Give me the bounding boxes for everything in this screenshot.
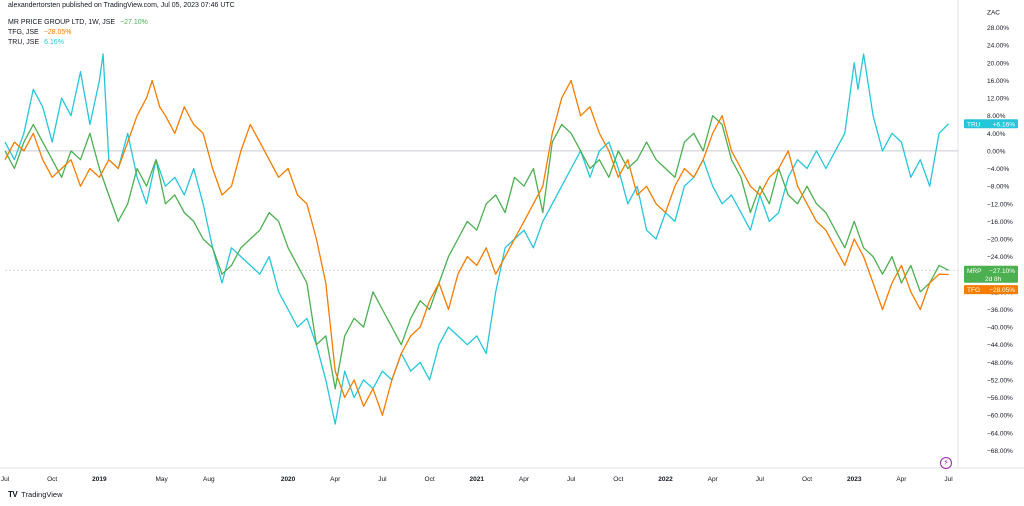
- footer: TV TradingView: [8, 490, 63, 499]
- y-tick-label: −40.00%: [987, 325, 1013, 332]
- x-tick-label: Apr: [519, 476, 530, 483]
- price-label-ticker: TRU: [967, 121, 981, 128]
- price-label-ticker: TFG: [967, 287, 980, 294]
- y-tick-label: −8.00%: [987, 184, 1009, 191]
- y-tick-label: 8.00%: [987, 113, 1006, 120]
- x-tick-label: May: [155, 476, 168, 483]
- series-line-mrp: [4, 115, 949, 390]
- y-tick-label: −4.00%: [987, 166, 1009, 173]
- tradingview-logo-icon: TV: [8, 490, 18, 499]
- x-tick-label: Apr: [708, 476, 719, 483]
- x-tick-label: 2021: [470, 476, 485, 483]
- legend-row-tru[interactable]: TRU, JSE 6.16%: [8, 38, 148, 48]
- legend-label-tru: TRU, JSE: [8, 39, 40, 46]
- y-tick-label: −12.00%: [987, 201, 1013, 208]
- y-tick-label: −68.00%: [987, 448, 1013, 455]
- footer-brand: TradingView: [21, 490, 63, 499]
- x-tick-label: Apr: [896, 476, 907, 483]
- x-tick-label: Jul: [567, 476, 576, 483]
- y-tick-label: 24.00%: [987, 43, 1009, 50]
- chart-legend: MR PRICE GROUP LTD, 1W, JSE −27.10% TFG,…: [8, 18, 148, 48]
- legend-row-tfg[interactable]: TFG, JSE −28.05%: [8, 28, 148, 38]
- price-label-ticker: MRP: [967, 268, 981, 275]
- y-tick-label: 20.00%: [987, 60, 1009, 67]
- y-tick-label: −52.00%: [987, 377, 1013, 384]
- y-tick-label: 28.00%: [987, 25, 1009, 32]
- x-tick-label: Jul: [944, 476, 953, 483]
- legend-label-mrp: MR PRICE GROUP LTD, 1W, JSE: [8, 19, 116, 26]
- legend-row-mrp[interactable]: MR PRICE GROUP LTD, 1W, JSE −27.10%: [8, 18, 148, 28]
- publisher-header: alexandertorsten published on TradingVie…: [8, 2, 235, 9]
- x-tick-label: Oct: [47, 476, 57, 483]
- price-chart[interactable]: ZAC 28.00% 24.00% 20.00% 16.00% 12.00% 8.00% 4.…: [0, 0, 1024, 490]
- x-tick-label: Jul: [378, 476, 387, 483]
- x-tick-label: Oct: [613, 476, 623, 483]
- x-tick-label: Oct: [802, 476, 812, 483]
- series-line-tru: [4, 53, 950, 425]
- y-tick-label: 4.00%: [987, 131, 1006, 138]
- series-line-tfg: [4, 79, 949, 416]
- price-label-value: −28.05%: [989, 287, 1015, 294]
- legend-label-tfg: TFG, JSE: [8, 29, 39, 36]
- x-tick-label: 2023: [847, 476, 862, 483]
- lightning-icon[interactable]: ⚡: [940, 457, 952, 469]
- y-tick-label: ZAC: [987, 10, 1000, 17]
- price-label-mrp: [964, 265, 1018, 283]
- y-tick-label: −64.00%: [987, 430, 1013, 437]
- price-label-countdown: 2d 8h: [985, 276, 1002, 283]
- y-tick-label: 16.00%: [987, 78, 1009, 85]
- x-tick-label: 2022: [658, 476, 673, 483]
- y-tick-label: −44.00%: [987, 342, 1013, 349]
- x-tick-label: 2020: [281, 476, 296, 483]
- y-tick-label: −20.00%: [987, 237, 1013, 244]
- x-tick-label: Jul: [756, 476, 765, 483]
- price-label-tfg: [964, 285, 1018, 295]
- legend-value-mrp: −27.10%: [120, 19, 148, 26]
- y-tick-label: −36.00%: [987, 307, 1013, 314]
- price-label-tru: [964, 119, 1018, 129]
- y-tick-label: 12.00%: [987, 96, 1009, 103]
- y-tick-label: −56.00%: [987, 395, 1013, 402]
- legend-value-tru: 6.16%: [44, 39, 64, 46]
- price-label-value: −27.10%: [989, 268, 1015, 275]
- x-tick-label: Oct: [425, 476, 435, 483]
- x-tick-label: Jul: [1, 476, 10, 483]
- y-tick-label: −48.00%: [987, 360, 1013, 367]
- x-tick-label: Aug: [203, 476, 215, 483]
- price-label-value: +6.16%: [993, 121, 1015, 128]
- legend-value-tfg: −28.05%: [43, 29, 72, 36]
- y-tick-label: −60.00%: [987, 413, 1013, 420]
- y-tick-label: −24.00%: [987, 254, 1013, 261]
- x-tick-label: 2019: [92, 476, 107, 483]
- y-tick-label: −16.00%: [987, 219, 1013, 226]
- x-tick-label: Apr: [330, 476, 341, 483]
- y-tick-label: 0.00%: [987, 148, 1006, 155]
